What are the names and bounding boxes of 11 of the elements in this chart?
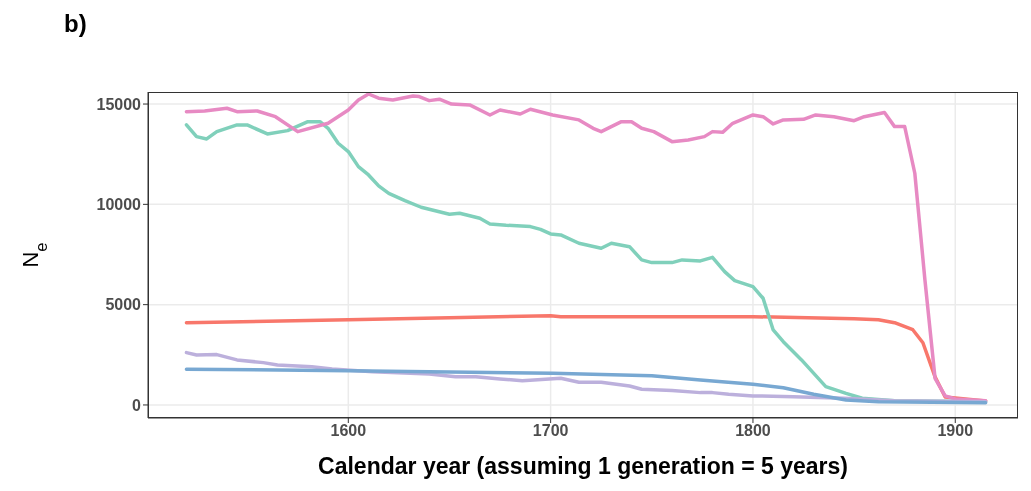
- y-tick-label: 15000: [96, 95, 142, 113]
- x-tick-label: 1800: [735, 422, 771, 440]
- chart-title: b): [64, 10, 87, 38]
- x-tick-label: 1700: [532, 422, 569, 440]
- y-tick-label: 5000: [105, 296, 142, 314]
- x-tick-label: 1900: [937, 422, 974, 440]
- y-tick-label: 10000: [96, 196, 142, 214]
- line-series: [184, 367, 988, 405]
- x-axis-title: Calendar year (assuming 1 generation = 5 years): [318, 453, 848, 479]
- y-tick-label: 0: [132, 396, 142, 414]
- x-tick-label: 1600: [330, 422, 367, 440]
